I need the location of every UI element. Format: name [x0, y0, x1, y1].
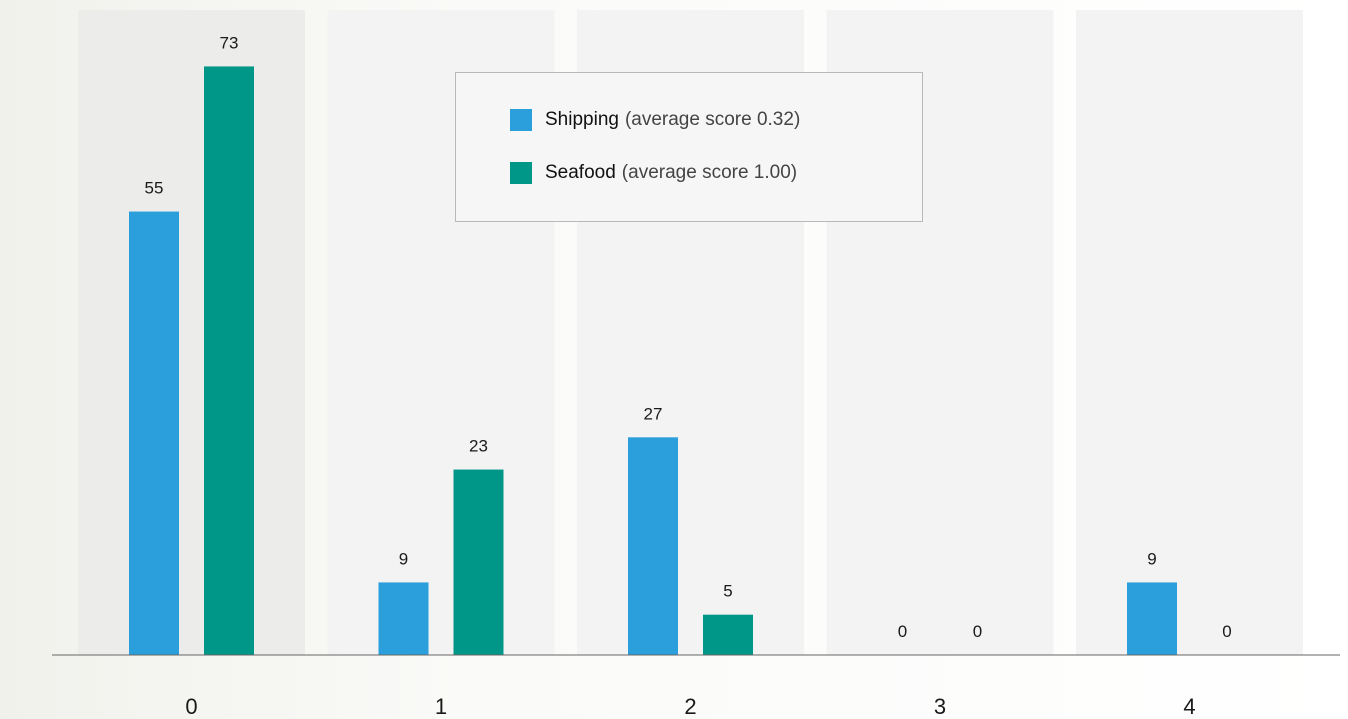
bar-value-label: 0 — [973, 622, 982, 641]
bar-value-label: 73 — [220, 33, 239, 52]
category-labels: 0 1 2 3 4 — [185, 694, 1195, 719]
x-tick-label: 2 — [684, 694, 696, 719]
x-tick-label: 4 — [1183, 694, 1195, 719]
bar-value-label: 5 — [723, 582, 732, 601]
legend-series-name: Seafood — [545, 162, 616, 183]
legend-swatch-shipping — [510, 109, 532, 131]
bar-value-label: 27 — [644, 404, 663, 423]
bar — [129, 211, 179, 655]
x-tick-label: 1 — [435, 694, 447, 719]
legend-series-note: (average score 1.00) — [621, 162, 798, 183]
bar-value-label: 9 — [1147, 549, 1156, 568]
bar-value-label: 0 — [1222, 622, 1231, 641]
legend: Shipping (average score 0.32) Seafood (a… — [455, 72, 923, 222]
legend-swatch-seafood — [510, 162, 532, 184]
bars — [129, 66, 1177, 655]
bar — [204, 66, 254, 655]
legend-series-name: Shipping — [545, 109, 619, 130]
bar-value-label: 9 — [399, 549, 408, 568]
bar — [378, 582, 429, 655]
x-tick-label: 3 — [934, 694, 946, 719]
bar-value-label: 55 — [145, 179, 164, 198]
legend-item-seafood: Seafood (average score 1.00) — [510, 162, 797, 184]
category-band — [78, 10, 305, 655]
legend-series-note: (average score 0.32) — [624, 109, 801, 130]
bar — [1127, 582, 1177, 655]
bar — [453, 469, 504, 655]
category-band — [1076, 10, 1303, 655]
bar-value-label: 23 — [469, 437, 488, 456]
bar — [628, 437, 678, 655]
x-tick-label: 0 — [185, 694, 197, 719]
bar-value-labels: 55 73 9 23 27 5 0 0 9 0 — [145, 33, 1232, 641]
bar-value-label: 0 — [898, 622, 907, 641]
bar — [703, 614, 753, 655]
legend-item-shipping: Shipping (average score 0.32) — [510, 109, 800, 131]
